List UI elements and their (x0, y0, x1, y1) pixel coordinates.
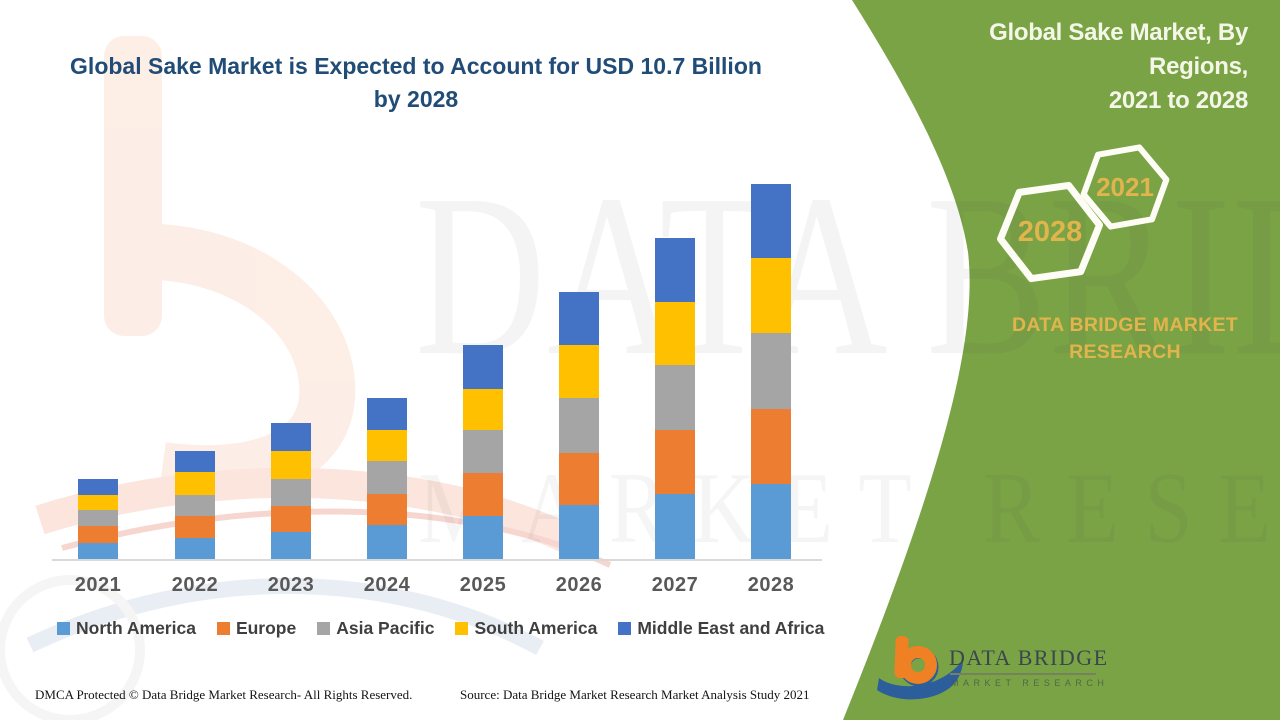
bar-segment-2028-north-america (751, 484, 791, 559)
bar-segment-2028-europe (751, 408, 791, 484)
bar-2027 (655, 238, 695, 559)
side-panel-shape (843, 0, 1280, 720)
hexagon-2021: 2021 (1080, 144, 1170, 230)
bar-segment-2022-north-america (175, 538, 215, 559)
bar-segment-2027-south-america (655, 301, 695, 365)
bar-segment-2021-middle-east-and-africa (78, 479, 118, 495)
bar-2023 (271, 423, 311, 559)
bar-segment-2026-middle-east-and-africa (559, 292, 599, 346)
bar-2028 (751, 183, 791, 559)
hexagon-2028: 2028 (996, 181, 1104, 283)
side-panel-brand-text: DATA BRIDGE MARKET RESEARCH (985, 312, 1265, 366)
bar-segment-2026-north-america (559, 504, 599, 559)
bar-segment-2025-middle-east-and-africa (463, 344, 503, 389)
legend-label: Asia Pacific (336, 618, 435, 638)
legend-swatch-icon (216, 622, 230, 635)
bar-segment-2026-south-america (559, 345, 599, 399)
hexagon-year-label-2028: 2028 (1018, 216, 1083, 248)
chart-title: Global Sake Market is Expected to Accoun… (66, 50, 766, 116)
bar-segment-2027-middle-east-and-africa (655, 238, 695, 302)
bar-segment-2027-north-america (655, 493, 695, 559)
x-axis-label-2028: 2028 (747, 574, 795, 596)
bar-segment-2021-asia-pacific (78, 510, 118, 527)
legend-swatch-icon (57, 622, 70, 635)
x-axis-label-2026: 2026 (555, 574, 603, 596)
bar-segment-2023-asia-pacific (271, 479, 311, 506)
legend-label: South America (474, 618, 598, 638)
bar-segment-2025-south-america (463, 388, 503, 430)
chart-legend: North America Europe Asia Pacific South Ame… (57, 618, 847, 639)
legend-item-south-america: South America (455, 618, 597, 639)
bar-segment-2023-south-america (271, 451, 311, 480)
x-axis-label-2022: 2022 (171, 574, 219, 596)
chart-title-line1: Global Sake Market is Expected to Accoun… (70, 53, 762, 79)
x-axis-label-2021: 2021 (74, 574, 122, 596)
bar-segment-2025-asia-pacific (463, 429, 503, 473)
bar-segment-2023-north-america (271, 532, 311, 559)
bar-segment-2024-north-america (367, 525, 407, 559)
bar-segment-2025-europe (463, 472, 503, 516)
bar-2022 (175, 451, 215, 559)
side-panel-title: Global Sake Market, By Regions, 2021 to … (888, 16, 1248, 118)
bar-segment-2028-asia-pacific (751, 332, 791, 409)
legend-label: North America (76, 618, 196, 638)
bar-segment-2024-europe (367, 493, 407, 525)
brand-text-line1: DATA BRIDGE MARKET (1011, 314, 1239, 336)
bar-segment-2026-asia-pacific (559, 398, 599, 453)
legend-swatch-icon (317, 622, 331, 635)
bar-segment-2022-middle-east-and-africa (175, 451, 215, 473)
x-axis-label-2024: 2024 (363, 574, 411, 596)
bar-segment-2025-north-america (463, 515, 503, 559)
legend-item-europe: Europe (216, 618, 297, 639)
bar-segment-2027-europe (655, 429, 695, 494)
bar-segment-2022-asia-pacific (175, 495, 215, 517)
x-axis-label-2023: 2023 (267, 574, 315, 596)
x-axis-line (52, 559, 822, 561)
chart-title-line2: by 2028 (373, 86, 459, 112)
bar-2021 (78, 479, 118, 559)
logo-subtitle: MARKET RESEARCH (951, 678, 1109, 688)
legend-label: Europe (235, 618, 297, 638)
bar-segment-2021-north-america (78, 543, 118, 559)
bar-segment-2027-asia-pacific (655, 364, 695, 430)
legend-item-north-america: North America (57, 618, 196, 639)
footer-dmca-text: DMCA Protected © Data Bridge Market Rese… (35, 687, 413, 702)
bar-segment-2022-europe (175, 516, 215, 539)
legend-item-asia-pacific: Asia Pacific (317, 618, 434, 639)
bar-segment-2028-south-america (751, 258, 791, 333)
legend-swatch-icon (618, 622, 632, 635)
side-panel-title-line2: 2021 to 2028 (1108, 87, 1248, 114)
logo-underline (950, 673, 1096, 675)
bar-2026 (559, 292, 599, 559)
bar-segment-2024-middle-east-and-africa (367, 398, 407, 431)
footer-source-text: Source: Data Bridge Market Research Mark… (460, 687, 810, 702)
bar-segment-2021-europe (78, 526, 118, 544)
x-axis-label-2025: 2025 (459, 574, 507, 596)
legend-item-middle-east-and-africa: Middle East and Africa (618, 618, 824, 639)
bar-segment-2023-europe (271, 505, 311, 533)
bar-segment-2026-europe (559, 452, 599, 505)
bar-segment-2022-south-america (175, 472, 215, 496)
legend-swatch-icon (455, 622, 469, 635)
legend-label: Middle East and Africa (637, 618, 825, 638)
logo-wordmark: DATA BRIDGE (949, 645, 1109, 670)
brand-text-line2: RESEARCH (1069, 341, 1181, 363)
hexagon-year-label-2021: 2021 (1096, 172, 1154, 202)
x-axis-label-2027: 2027 (651, 574, 699, 596)
hexagon-outline-2021 (1080, 144, 1170, 230)
hexagon-outline-2028 (996, 181, 1104, 283)
bar-segment-2021-south-america (78, 494, 118, 511)
bar-segment-2028-middle-east-and-africa (751, 183, 791, 259)
bar-2024 (367, 398, 407, 559)
bar-segment-2024-south-america (367, 430, 407, 461)
bar-2025 (463, 344, 503, 559)
bar-segment-2023-middle-east-and-africa (271, 423, 311, 452)
bar-segment-2024-asia-pacific (367, 460, 407, 494)
side-panel-title-line1: Global Sake Market, By Regions, (989, 19, 1248, 80)
